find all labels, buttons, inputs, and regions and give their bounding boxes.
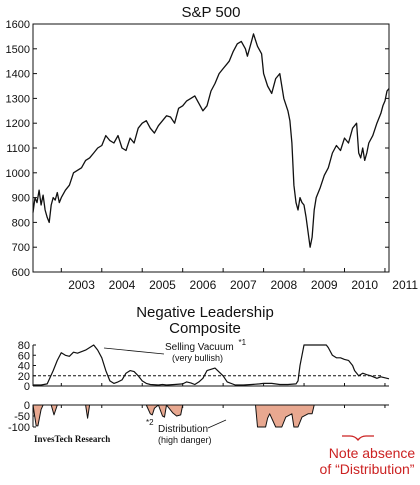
sp500-series-line — [32, 33, 390, 248]
y-tick-label: 1600 — [6, 19, 30, 31]
y-tick-label: 1500 — [6, 44, 30, 56]
note-brace — [342, 435, 374, 442]
chart-title-line: Composite — [169, 320, 241, 337]
y-tick-label: 600 — [12, 267, 30, 279]
y-tick-label: 1300 — [6, 93, 30, 105]
distribution-label: Distribution — [158, 424, 208, 435]
y-tick-label: 0 — [24, 381, 30, 393]
selling-vacuum-pointer — [103, 347, 165, 355]
x-tick-label: 2011 — [392, 278, 418, 292]
y-tick-label: 80 — [18, 340, 30, 352]
distribution-sublabel: (high danger) — [158, 435, 212, 445]
x-tick-label: 2010 — [351, 278, 378, 292]
sp500-chart: S&P 500 600 700 800 900 1000 1100 1200 1300 1400 1… — [6, 4, 419, 292]
annotations: Selling Vacuum *1 (very bullish) *2 Dist… — [34, 338, 415, 477]
y-tick-label: 40 — [18, 361, 30, 373]
note-line-1: Note absence — [329, 445, 416, 461]
distribution-pointer — [207, 419, 227, 429]
distribution-area — [32, 404, 315, 428]
chart-title: S&P 500 — [182, 4, 241, 21]
y-tick-label: 1400 — [6, 69, 30, 81]
x-tick-label: 2008 — [270, 278, 297, 292]
distribution-superscript: *2 — [146, 418, 154, 427]
x-tick-label: 2003 — [68, 278, 95, 292]
x-tick-label: 2009 — [311, 278, 338, 292]
x-tick-label: 2006 — [190, 278, 217, 292]
distribution-chart: 0-50-100 — [8, 400, 389, 434]
leadership-series-line — [33, 344, 390, 386]
selling-vacuum-sublabel: (very bullish) — [172, 353, 223, 363]
y-tick-label: 60 — [18, 350, 30, 362]
y-tick-label: -100 — [8, 422, 30, 434]
source-label: InvesTech Research — [34, 434, 110, 444]
x-tick-label: 2005 — [149, 278, 176, 292]
y-tick-label: 900 — [12, 193, 30, 205]
y-tick-label: 1200 — [6, 118, 30, 130]
y-tick-label: 700 — [12, 242, 30, 254]
x-tick-label: 2007 — [230, 278, 257, 292]
chart-title-line: Negative Leadership — [136, 304, 274, 321]
y-tick-label: -50 — [14, 411, 30, 423]
y-tick-label: 800 — [12, 217, 30, 229]
selling-vacuum-label: Selling Vacuum *1 — [165, 338, 247, 353]
y-tick-label: 1000 — [6, 168, 30, 180]
y-tick-label: 0 — [24, 400, 30, 412]
note-line-2: of “Distribution” — [320, 461, 415, 477]
y-tick-label: 20 — [18, 371, 30, 383]
x-tick-label: 2004 — [109, 278, 136, 292]
y-tick-label: 1100 — [6, 143, 30, 155]
